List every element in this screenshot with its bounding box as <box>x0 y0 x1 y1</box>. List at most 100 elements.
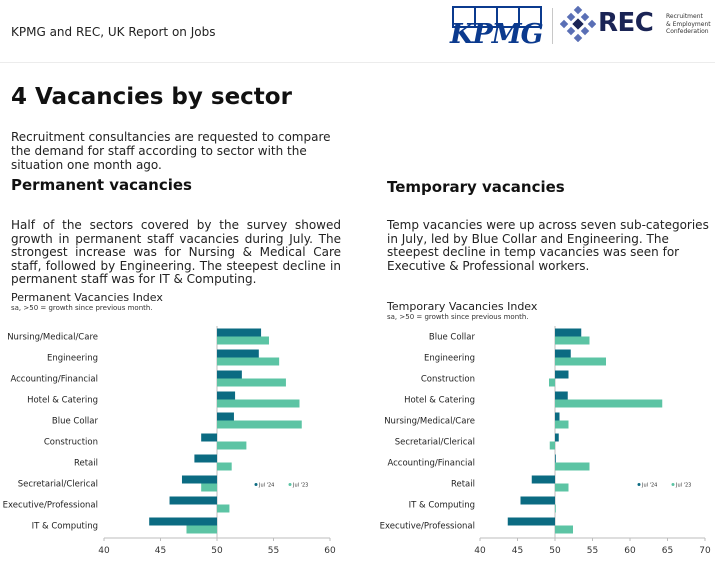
permanent-bar-jul24 <box>217 328 262 337</box>
temporary-chart-title: Temporary Vacancies Index <box>387 300 538 313</box>
permanent-x-tick-label: 40 <box>98 546 110 556</box>
permanent-bar-jul24 <box>217 349 259 358</box>
rec-logo-subtitle: Recruitment & Employment Confederation <box>666 13 711 36</box>
permanent-bar-jul23 <box>217 441 247 450</box>
header-rule <box>0 62 715 63</box>
temporary-category-label: Executive/Professional <box>380 522 475 532</box>
temporary-category-label: Blue Collar <box>429 333 476 343</box>
temporary-category-label: Retail <box>451 480 475 490</box>
temporary-bar-jul23 <box>555 525 573 534</box>
temporary-vacancies-chart: 40 45 50 55 60 65 70 Blue Collar Engineering Cons… <box>380 326 711 556</box>
temporary-category-label: Nursing/Medical/Care <box>384 417 475 427</box>
permanent-x-tick-label: 55 <box>268 546 279 556</box>
temporary-legend-label: Jul '24 <box>641 483 657 489</box>
temporary-bar-jul24 <box>507 517 555 526</box>
kpmg-logo-box <box>518 6 542 28</box>
permanent-bar-jul23 <box>217 462 232 471</box>
permanent-category-label: Executive/Professional <box>3 501 98 511</box>
permanent-bar-jul23 <box>217 336 269 345</box>
temporary-bar-jul23 <box>555 336 590 345</box>
permanent-category-label: Accounting/Financial <box>10 375 98 385</box>
temporary-legend-swatch <box>671 483 675 486</box>
temporary-category-label: IT & Computing <box>409 501 475 511</box>
temporary-heading: Temporary vacancies <box>387 178 565 196</box>
permanent-category-label: Secretarial/Clerical <box>18 480 98 490</box>
temporary-bar-jul24 <box>555 454 556 463</box>
temporary-x-tick-label: 60 <box>624 546 636 556</box>
kpmg-logo-text: KPMG <box>450 19 544 50</box>
temporary-bar-jul23 <box>555 462 590 471</box>
rec-sub-line: & Employment <box>666 20 711 28</box>
temporary-bar-jul24 <box>555 328 582 337</box>
temporary-bar-jul24 <box>555 433 559 442</box>
temporary-bar-jul24 <box>555 370 569 379</box>
temporary-bar-jul23 <box>555 504 556 513</box>
temporary-legend-label: Jul '23 <box>675 483 691 489</box>
permanent-bar-jul24 <box>169 496 217 505</box>
permanent-bar-jul24 <box>194 454 217 463</box>
temporary-category-label: Accounting/Financial <box>387 459 475 469</box>
temporary-bar-jul24 <box>555 349 571 358</box>
permanent-bar-jul24 <box>217 370 242 379</box>
temporary-bar-jul23 <box>549 441 555 450</box>
temporary-chart-subtitle: sa, >50 = growth since previous month. <box>387 313 529 321</box>
permanent-category-label: Retail <box>74 459 98 469</box>
permanent-category-label: IT & Computing <box>32 522 98 532</box>
permanent-vacancies-chart: 40 45 50 55 60 Nursing/Medical/Care Engineerin… <box>3 326 336 556</box>
temporary-bar-jul24 <box>555 412 560 421</box>
intro-text: Recruitment consultancies are requested … <box>11 130 331 172</box>
permanent-legend-swatch <box>288 483 292 486</box>
permanent-category-label: Nursing/Medical/Care <box>7 333 98 343</box>
temporary-category-label: Engineering <box>424 354 475 364</box>
permanent-category-label: Engineering <box>47 354 98 364</box>
permanent-category-label: Construction <box>44 438 98 448</box>
permanent-legend-label: Jul '23 <box>292 483 308 489</box>
permanent-heading: Permanent vacancies <box>11 176 192 194</box>
rec-sub-line: Confederation <box>666 28 709 35</box>
permanent-bar-jul23 <box>217 420 302 429</box>
permanent-x-tick-label: 45 <box>155 546 166 556</box>
permanent-bar-jul24 <box>217 412 234 421</box>
permanent-category-label: Blue Collar <box>52 417 99 427</box>
report-header-title: KPMG and REC, UK Report on Jobs <box>11 25 216 39</box>
temporary-bar-jul23 <box>549 378 555 387</box>
permanent-bar-jul23 <box>201 483 217 492</box>
permanent-x-tick-label: 50 <box>211 546 223 556</box>
temporary-category-label: Secretarial/Clerical <box>395 438 475 448</box>
rec-logo-text: REC <box>598 8 654 38</box>
temporary-bar-jul23 <box>555 420 569 429</box>
permanent-chart-subtitle: sa, >50 = growth since previous month. <box>11 304 153 312</box>
logo-divider <box>552 8 553 44</box>
permanent-text: Half of the sectors covered by the surve… <box>11 218 341 286</box>
temporary-x-tick-label: 55 <box>587 546 598 556</box>
permanent-bar-jul23 <box>217 357 280 366</box>
temporary-x-tick-label: 45 <box>512 546 523 556</box>
temporary-legend-swatch <box>637 483 641 486</box>
kpmg-logo: KPMG <box>448 6 544 50</box>
temporary-text: Temp vacancies were up across seven sub-… <box>387 218 709 273</box>
rec-sub-line: Recruitment <box>666 13 703 20</box>
temporary-bar-jul24 <box>520 496 555 505</box>
temporary-x-tick-label: 65 <box>662 546 673 556</box>
temporary-x-tick-label: 50 <box>549 546 561 556</box>
permanent-bar-jul24 <box>201 433 217 442</box>
permanent-legend-label: Jul '24 <box>258 483 274 489</box>
rec-logo-mark <box>560 6 596 42</box>
permanent-category-label: Hotel & Catering <box>27 396 98 406</box>
page-title: 4 Vacancies by sector <box>11 84 292 110</box>
temporary-x-tick-label: 70 <box>699 546 711 556</box>
temporary-category-label: Hotel & Catering <box>404 396 475 406</box>
permanent-bar-jul23 <box>217 378 286 387</box>
permanent-bar-jul23 <box>217 399 300 408</box>
temporary-bar-jul23 <box>555 357 606 366</box>
permanent-bar-jul24 <box>149 517 217 526</box>
permanent-chart-title: Permanent Vacancies Index <box>11 291 163 304</box>
permanent-bar-jul24 <box>217 391 236 400</box>
permanent-legend-swatch <box>254 483 258 486</box>
temporary-bar-jul24 <box>531 475 555 484</box>
temporary-bar-jul24 <box>555 391 568 400</box>
permanent-bar-jul24 <box>181 475 217 484</box>
temporary-bar-jul23 <box>555 399 663 408</box>
permanent-bar-jul23 <box>186 525 217 534</box>
temporary-x-tick-label: 40 <box>474 546 486 556</box>
